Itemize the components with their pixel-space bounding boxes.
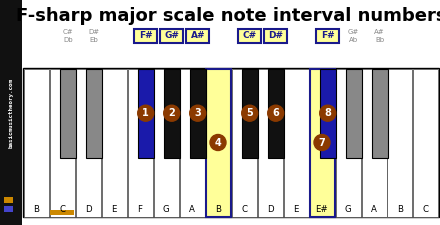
Bar bbox=[283, 68, 308, 216]
Text: E: E bbox=[293, 205, 299, 214]
Text: A#: A# bbox=[191, 32, 205, 40]
Bar bbox=[346, 68, 362, 158]
Bar bbox=[0, 0, 22, 225]
Circle shape bbox=[138, 105, 154, 121]
Text: F#: F# bbox=[139, 32, 153, 40]
Text: F-sharp major scale note interval numbers: F-sharp major scale note interval number… bbox=[16, 7, 440, 25]
Bar bbox=[50, 210, 74, 215]
Bar bbox=[414, 68, 439, 216]
Text: A#: A# bbox=[374, 29, 385, 35]
Bar bbox=[102, 68, 127, 216]
Text: E#: E# bbox=[315, 205, 328, 214]
Bar bbox=[335, 68, 360, 216]
Text: 6: 6 bbox=[272, 108, 279, 118]
Bar bbox=[4, 206, 13, 212]
Text: G#: G# bbox=[164, 32, 179, 40]
Bar bbox=[154, 68, 179, 216]
Text: G: G bbox=[163, 205, 169, 214]
Bar bbox=[4, 197, 13, 203]
Text: G#: G# bbox=[348, 29, 359, 35]
Bar bbox=[23, 68, 48, 216]
Text: D: D bbox=[267, 205, 273, 214]
Text: 1: 1 bbox=[143, 108, 149, 118]
FancyBboxPatch shape bbox=[264, 29, 287, 43]
Bar bbox=[23, 68, 439, 217]
Bar bbox=[388, 68, 412, 216]
Text: B: B bbox=[215, 205, 221, 214]
Text: 3: 3 bbox=[194, 108, 201, 118]
Bar bbox=[372, 68, 388, 158]
Circle shape bbox=[164, 105, 180, 121]
Bar bbox=[86, 68, 102, 158]
Text: B: B bbox=[33, 205, 39, 214]
Text: Bb: Bb bbox=[375, 37, 384, 43]
Text: Db: Db bbox=[63, 37, 73, 43]
Bar bbox=[257, 68, 282, 216]
Text: Ab: Ab bbox=[349, 37, 358, 43]
Text: C#: C# bbox=[62, 29, 73, 35]
Bar bbox=[60, 68, 76, 158]
Text: 2: 2 bbox=[169, 108, 175, 118]
Text: C: C bbox=[423, 205, 429, 214]
Circle shape bbox=[314, 135, 330, 151]
Text: D#: D# bbox=[88, 29, 99, 35]
Text: C: C bbox=[241, 205, 247, 214]
Bar bbox=[362, 68, 386, 216]
Text: C: C bbox=[59, 205, 65, 214]
Circle shape bbox=[268, 105, 284, 121]
Bar bbox=[128, 68, 153, 216]
Bar bbox=[242, 68, 258, 158]
Text: A: A bbox=[189, 205, 195, 214]
Circle shape bbox=[242, 105, 258, 121]
FancyBboxPatch shape bbox=[134, 29, 158, 43]
FancyBboxPatch shape bbox=[160, 29, 183, 43]
Text: D: D bbox=[84, 205, 92, 214]
Bar bbox=[319, 68, 336, 158]
Text: 8: 8 bbox=[324, 108, 331, 118]
FancyBboxPatch shape bbox=[186, 29, 209, 43]
Bar bbox=[138, 68, 154, 158]
Text: C#: C# bbox=[242, 32, 257, 40]
Text: 7: 7 bbox=[319, 137, 325, 148]
Bar bbox=[268, 68, 284, 158]
Bar bbox=[190, 68, 206, 158]
Text: basicmusictheory.com: basicmusictheory.com bbox=[8, 77, 14, 148]
Text: G: G bbox=[345, 205, 352, 214]
Bar bbox=[231, 68, 257, 216]
Bar bbox=[180, 68, 205, 216]
Circle shape bbox=[210, 135, 226, 151]
Circle shape bbox=[190, 105, 206, 121]
Text: B: B bbox=[397, 205, 403, 214]
Bar bbox=[50, 68, 74, 216]
Text: D#: D# bbox=[268, 32, 283, 40]
Text: 5: 5 bbox=[246, 108, 253, 118]
Text: A: A bbox=[371, 205, 377, 214]
FancyBboxPatch shape bbox=[316, 29, 339, 43]
Circle shape bbox=[320, 105, 336, 121]
Text: E: E bbox=[111, 205, 117, 214]
Bar bbox=[205, 68, 231, 216]
Text: 4: 4 bbox=[215, 137, 221, 148]
Bar bbox=[309, 68, 334, 216]
Text: F: F bbox=[138, 205, 143, 214]
Text: Eb: Eb bbox=[89, 37, 98, 43]
Bar bbox=[76, 68, 100, 216]
FancyBboxPatch shape bbox=[238, 29, 261, 43]
Text: F#: F# bbox=[321, 32, 334, 40]
Bar bbox=[164, 68, 180, 158]
